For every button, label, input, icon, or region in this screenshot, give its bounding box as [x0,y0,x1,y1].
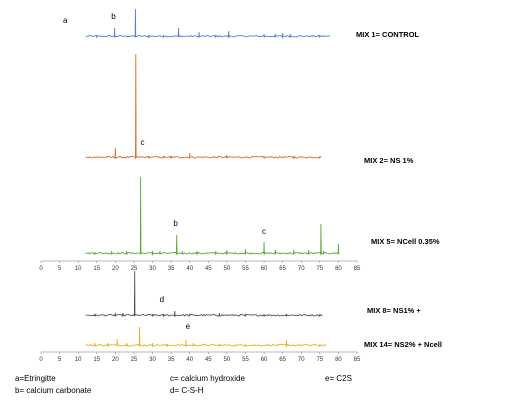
x-tick-label: 50 [224,357,231,363]
series-2: c MIX 2= NS 1% [85,53,414,165]
x-tick-label: 85 [354,357,361,363]
x-tick-label: 85 [354,266,361,272]
x-tick-label: 20 [112,357,119,363]
x-tick-label: 35 [168,357,175,363]
legend-item-e: e= C2S [325,374,352,383]
series-5: e MIX 14= NS2% + Ncell [85,322,442,349]
x-tick-label: 30 [149,266,156,272]
legend-item-b: b= calcium carbonate [15,386,92,395]
series-3: b c MIX 5= NCell 0.35% [85,176,440,256]
series-line-5 [85,326,327,348]
x-tick-label: 45 [205,357,212,363]
legend-item-c: c= calcium hydroxide [170,374,245,383]
x-tick-label: 55 [242,266,249,272]
x-tick-label: 65 [279,357,286,363]
x-tick-label: 75 [316,266,323,272]
peak-label-c: c [140,138,144,147]
series-label-1: MIX 1= CONTROL [356,30,420,39]
peak-label-c: c [262,227,266,236]
series-label-3: MIX 5= NCell 0.35% [371,237,440,246]
legend-item-d: d= C-S-H [170,386,204,395]
legend: a=Etringitte b= calcium carbonate c= cal… [15,374,495,406]
x-tick-label: 0 [39,357,43,363]
series-label-2: MIX 2= NS 1% [364,156,414,165]
x-tick-label: 70 [298,266,305,272]
x-tick-label: 20 [112,266,119,272]
x-tick-label: 10 [75,266,82,272]
series-line-1 [85,8,331,39]
x-tick-label: 5 [58,266,62,272]
x-tick-label: 10 [75,357,82,363]
x-tick-label: 65 [279,266,286,272]
series-label-5: MIX 14= NS2% + Ncell [364,340,442,349]
x-tick-label: 35 [168,266,175,272]
series-line-3 [85,176,340,256]
x-tick-label: 5 [58,357,62,363]
x-tick-label: 80 [335,266,342,272]
x-tick-label: 75 [316,357,323,363]
series-1: a b MIX 1= CONTROL [63,8,420,39]
x-tick-label: 45 [205,266,212,272]
x-tick-label: 25 [131,266,138,272]
series-line-2 [85,53,322,160]
x-axis-2: 0 5 10 15 20 25 30 35 40 45 50 55 60 65 70 75 80 85 [39,351,361,363]
series-4: d MIX 8= NS1% + [85,270,421,318]
peak-label-d: d [160,295,164,304]
x-tick-label: 60 [261,357,268,363]
x-tick-label: 15 [93,357,100,363]
x-tick-label: 70 [298,357,305,363]
legend-item-a: a=Etringitte [15,374,56,383]
series-line-4 [85,270,323,318]
x-tick-label: 80 [335,357,342,363]
x-tick-label: 40 [186,266,193,272]
x-axis-1: 0 5 10 15 20 25 30 35 40 45 50 55 60 65 70 75 80 85 [39,260,361,272]
peak-label-e: e [186,322,191,331]
series-label-4: MIX 8= NS1% + [367,306,421,315]
x-tick-label: 50 [224,266,231,272]
x-tick-label: 25 [131,357,138,363]
peak-label-b: b [173,219,178,228]
x-tick-label: 30 [149,357,156,363]
x-tick-label: 15 [93,266,100,272]
x-tick-label: 40 [186,357,193,363]
peak-label-a: a [63,16,68,25]
x-tick-label: 0 [39,266,43,272]
peak-label-b: b [111,12,116,21]
x-tick-label: 55 [242,357,249,363]
x-tick-label: 60 [261,266,268,272]
